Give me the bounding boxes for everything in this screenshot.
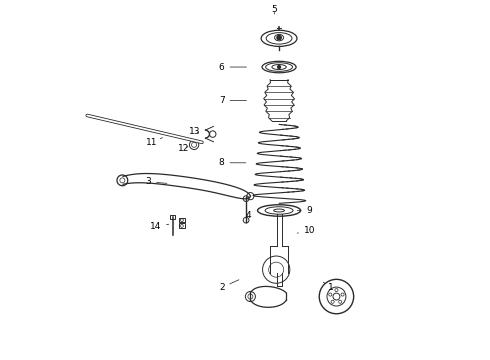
Text: 9: 9 (297, 206, 313, 215)
Text: 5: 5 (271, 5, 277, 14)
Text: 7: 7 (219, 96, 246, 105)
Bar (170, 215, 175, 219)
Text: 12: 12 (178, 144, 190, 153)
Circle shape (278, 66, 280, 68)
Text: 10: 10 (297, 226, 315, 235)
Text: 13: 13 (189, 127, 200, 136)
Text: 11: 11 (146, 138, 163, 147)
Circle shape (277, 36, 281, 40)
Text: 4: 4 (246, 211, 251, 220)
Text: 1: 1 (323, 282, 334, 292)
Text: 14: 14 (149, 222, 169, 231)
Text: 2: 2 (219, 280, 239, 292)
Bar (179, 218, 185, 222)
Bar (179, 224, 185, 228)
Text: 6: 6 (219, 63, 246, 72)
Text: 3: 3 (146, 177, 167, 186)
Text: 8: 8 (219, 158, 246, 167)
